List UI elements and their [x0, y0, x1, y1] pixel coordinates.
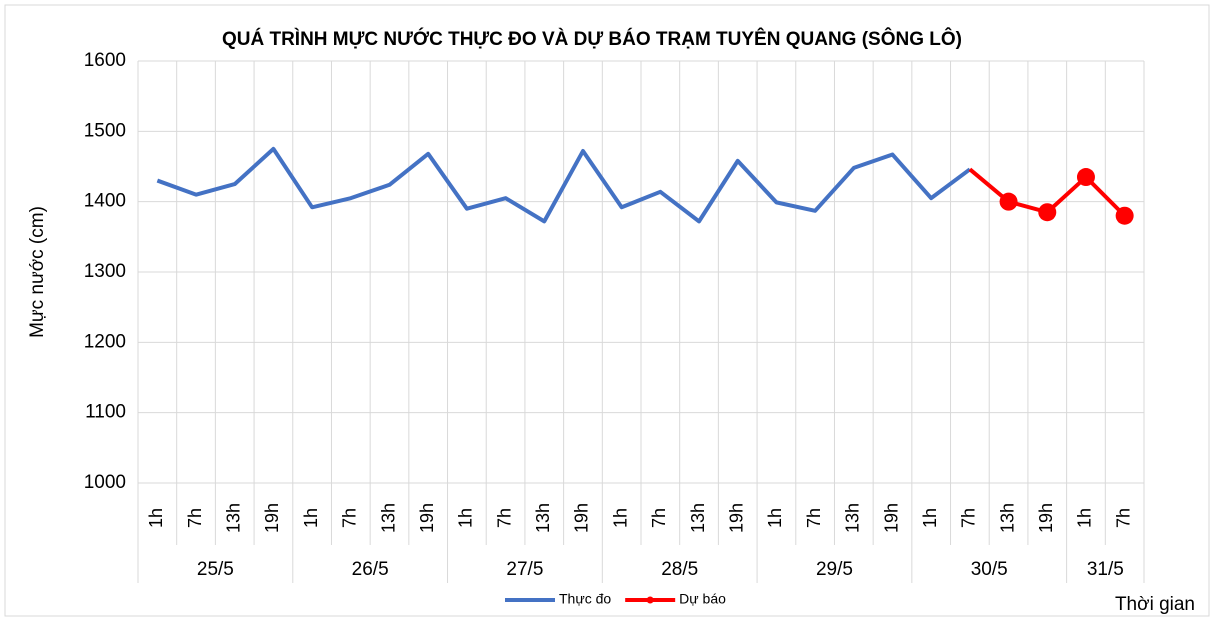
x-tick-label: 13h	[378, 503, 398, 533]
x-tick-label: 13h	[223, 503, 243, 533]
chart-title: QUÁ TRÌNH MỰC NƯỚC THỰC ĐO VÀ DỰ BÁO TRẠ…	[222, 28, 962, 50]
x-tick-label: 7h	[959, 508, 979, 528]
data-point	[1076, 168, 1095, 187]
x-tick-label: 19h	[726, 503, 746, 533]
x-tick-label: 7h	[649, 508, 669, 528]
x-tick-label: 1h	[456, 508, 476, 528]
x-tick-label: 1h	[301, 508, 321, 528]
x-tick-label: 19h	[1036, 503, 1056, 533]
y-tick-label: 1100	[85, 402, 126, 423]
x-tick-label: 7h	[804, 508, 824, 528]
x-tick-label: 19h	[572, 503, 592, 533]
chart-border	[4, 4, 1210, 617]
x-group-label: 28/5	[661, 559, 698, 580]
data-point	[999, 192, 1018, 211]
data-point	[1038, 203, 1057, 222]
data-point	[1115, 206, 1134, 225]
x-axis-title: Thời gian	[1115, 594, 1195, 615]
legend-label: Thực đo	[559, 591, 611, 607]
x-tick-label: 19h	[262, 503, 282, 533]
y-tick-label: 1200	[84, 331, 126, 352]
x-tick-label: 7h	[340, 508, 360, 528]
x-tick-label: 13h	[843, 503, 863, 533]
x-tick-label: 13h	[533, 503, 553, 533]
x-group-label: 31/5	[1087, 559, 1124, 580]
x-tick-label: 19h	[417, 503, 437, 533]
x-tick-label: 1h	[1075, 508, 1095, 528]
x-tick-label: 13h	[997, 503, 1017, 533]
data-line	[156, 146, 972, 224]
x-tick-label: 7h	[185, 508, 205, 528]
x-tick-label: 1h	[765, 508, 785, 528]
x-tick-label: 13h	[688, 503, 708, 533]
x-tick-label: 1h	[610, 508, 630, 528]
legend-label: Dự báo	[679, 591, 726, 607]
x-tick-label: 19h	[881, 503, 901, 533]
y-tick-label: 1400	[84, 191, 126, 212]
x-group-label: 29/5	[816, 559, 853, 580]
x-tick-label: 1h	[146, 508, 166, 528]
x-group-label: 30/5	[971, 559, 1008, 580]
y-tick-label: 1300	[84, 261, 126, 282]
y-tick-label: 1600	[84, 50, 126, 71]
y-axis-title: Mực nước (cm)	[27, 206, 48, 338]
x-group-label: 25/5	[197, 559, 234, 580]
y-tick-label: 1000	[84, 472, 126, 493]
x-group-label: 27/5	[506, 559, 543, 580]
x-tick-label: 1h	[920, 508, 940, 528]
legend-marker	[646, 596, 654, 604]
x-tick-label: 7h	[494, 508, 514, 528]
x-group-label: 26/5	[352, 559, 389, 580]
y-tick-label: 1500	[84, 120, 126, 141]
x-tick-label: 7h	[1113, 508, 1133, 528]
